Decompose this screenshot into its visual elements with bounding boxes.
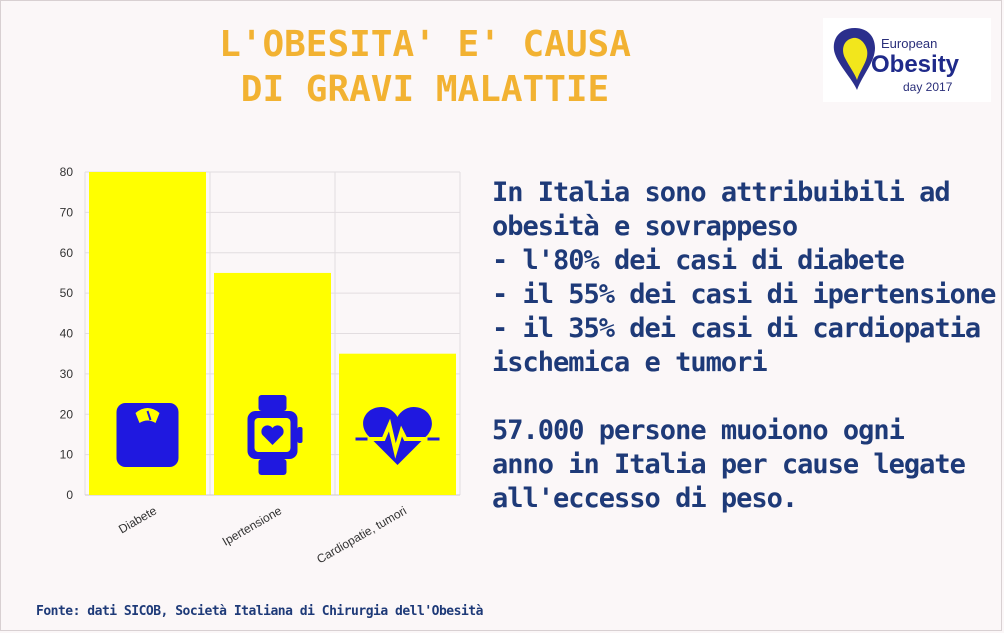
deaths-line-2: anno in Italia per cause legate [492,449,966,480]
y-tick-label: 20 [60,407,74,421]
x-tick-label: Diabete [116,503,159,536]
location-pin-icon [833,28,875,90]
deaths-line-1: 57.000 persone muoiono ogni [492,415,905,446]
stats-line-4: - il 55% dei casi di ipertensione [492,279,996,310]
y-tick-label: 60 [60,246,74,260]
y-tick-label: 40 [60,327,74,341]
x-axis-labels: Diabete Ipertensione Cardiopatie, tumori [116,503,409,566]
x-tick-label: Ipertensione [220,503,284,548]
stats-line-5: - il 35% dei casi di cardiopatia [492,313,981,344]
y-tick-label: 10 [60,448,74,462]
smartwatch-icon [247,395,303,475]
title-line-2: DI GRAVI MALATTIE [240,69,610,110]
stats-line-3: - l'80% dei casi di diabete [492,245,905,276]
stats-line-1: In Italia sono attribuibili ad [492,177,951,208]
stats-text: In Italia sono attribuibili ad obesità e… [492,176,996,516]
bar-chart: 0 10 20 30 40 50 60 70 80 Diabete Ipertensione Car… [60,165,461,566]
european-obesity-day-logo: European Obesity day 2017 [823,18,991,102]
logo-text-european: European [881,36,938,51]
heartbeat-icon [355,407,440,465]
deaths-line-3: all'eccesso di peso. [492,483,798,514]
x-tick-label: Cardiopatie, tumori [314,503,409,566]
y-tick-label: 30 [60,367,74,381]
title-line-1: L'OBESITA' E' CAUSA [219,24,631,65]
stats-gap [492,380,992,414]
y-tick-label: 80 [60,165,74,179]
page-title: L'OBESITA' E' CAUSA DI GRAVI MALATTIE [175,22,675,112]
y-tick-label: 50 [60,286,74,300]
y-tick-label: 0 [66,488,73,502]
logo-text-day: day 2017 [903,80,953,94]
y-axis-ticks: 0 10 20 30 40 50 60 70 80 [60,165,74,502]
scale-icon [116,403,179,467]
chart-bars [89,172,456,495]
logo-text-obesity: Obesity [871,51,960,78]
stats-line-2: obesità e sovrappeso [492,211,798,242]
y-tick-label: 70 [60,205,74,219]
bar-icons [116,395,440,475]
stats-line-6: ischemica e tumori [492,347,768,378]
source-note: Fonte: dati SICOB, Società Italiana di C… [36,604,483,619]
